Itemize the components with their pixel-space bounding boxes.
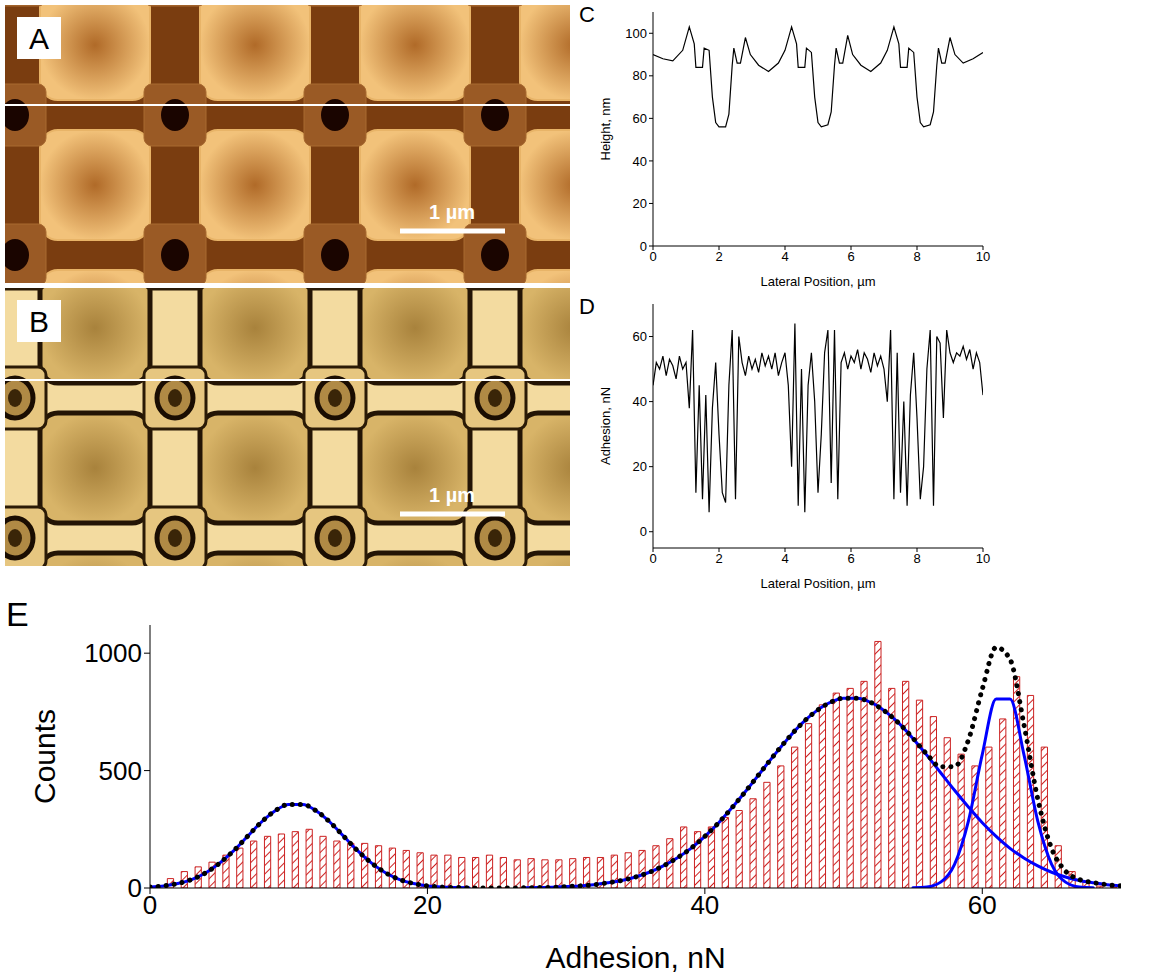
svg-text:1 µm: 1 µm [429, 201, 475, 223]
svg-text:0: 0 [649, 249, 656, 264]
svg-text:100: 100 [625, 26, 647, 41]
svg-text:2: 2 [715, 249, 722, 264]
svg-text:20: 20 [413, 890, 442, 920]
svg-text:0: 0 [640, 239, 647, 254]
svg-text:80: 80 [633, 68, 647, 83]
svg-text:10: 10 [976, 249, 990, 264]
svg-text:500: 500 [99, 756, 142, 786]
svg-text:4: 4 [781, 551, 788, 566]
svg-text:Adhesion, nN: Adhesion, nN [545, 941, 725, 973]
svg-text:40: 40 [633, 154, 647, 169]
svg-text:Height, nm: Height, nm [598, 98, 613, 161]
svg-text:Counts: Counts [28, 709, 61, 804]
svg-text:0: 0 [128, 873, 142, 903]
html-text:E: E [6, 595, 29, 633]
svg-text:A: A [29, 22, 49, 55]
svg-text:1 µm: 1 µm [429, 484, 475, 506]
svg-text:60: 60 [633, 329, 647, 344]
svg-text:4: 4 [781, 249, 788, 264]
svg-text:20: 20 [633, 196, 647, 211]
svg-text:6: 6 [847, 249, 854, 264]
svg-text:Lateral Position, µm: Lateral Position, µm [760, 576, 875, 591]
svg-text:8: 8 [913, 249, 920, 264]
svg-text:1000: 1000 [84, 638, 142, 668]
svg-text:Lateral Position, µm: Lateral Position, µm [760, 274, 875, 289]
html-text:C: C [579, 2, 595, 27]
svg-text:0: 0 [649, 551, 656, 566]
svg-text:60: 60 [968, 890, 997, 920]
svg-text:6: 6 [847, 551, 854, 566]
svg-text:40: 40 [690, 890, 719, 920]
svg-text:60: 60 [633, 111, 647, 126]
svg-text:8: 8 [913, 551, 920, 566]
svg-text:40: 40 [633, 394, 647, 409]
svg-text:0: 0 [640, 524, 647, 539]
svg-text:10: 10 [976, 551, 990, 566]
svg-text:20: 20 [633, 459, 647, 474]
svg-text:2: 2 [715, 551, 722, 566]
html-text:D: D [579, 294, 595, 319]
svg-text:B: B [29, 305, 49, 338]
svg-text:Adhesion, nN: Adhesion, nN [598, 387, 613, 465]
svg-text:0: 0 [143, 890, 157, 920]
